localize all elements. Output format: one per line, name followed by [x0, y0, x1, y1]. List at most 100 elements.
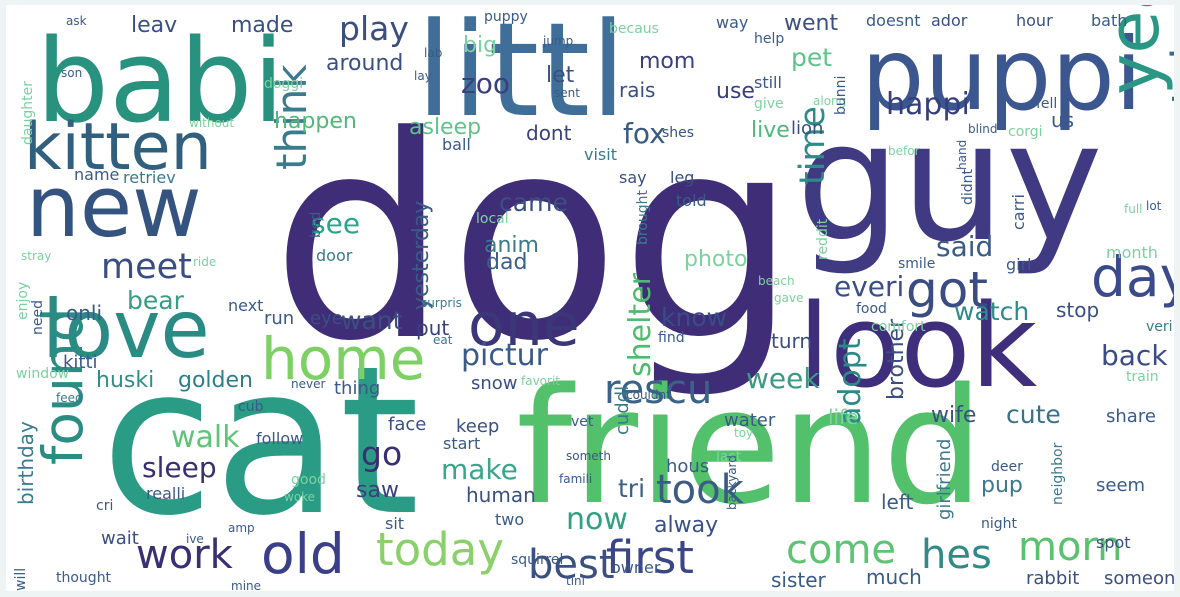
- cloud-word-happi: happi: [886, 87, 970, 122]
- word-cloud: dog cat friend guy littl babi puppi look new love…: [6, 5, 1174, 591]
- cloud-word-reddit: reddit: [815, 218, 831, 260]
- cloud-word-thing: thing: [334, 378, 381, 399]
- cloud-word-rais: rais: [619, 78, 656, 102]
- cloud-word-pup: pup: [981, 473, 1023, 498]
- cloud-word-name: name: [74, 165, 120, 184]
- cloud-word-sleep: sleep: [142, 451, 217, 484]
- cloud-word-leg: leg: [670, 168, 695, 187]
- cloud-word-love: love: [42, 283, 210, 376]
- cloud-word-kitten: kitten: [24, 110, 212, 185]
- cloud-word-woke: woke: [284, 490, 316, 504]
- cloud-word-help: help: [754, 31, 785, 47]
- cloud-word-without: without: [189, 116, 235, 130]
- cloud-word-local: local: [476, 211, 509, 227]
- cloud-word-hes: hes: [921, 532, 992, 578]
- cloud-word-put: put: [416, 316, 450, 340]
- cloud-word-friend: friend: [516, 353, 984, 540]
- cloud-word-veri: veri: [1146, 319, 1173, 335]
- cloud-word-befor: befor: [888, 144, 920, 158]
- cloud-word-dad: dad: [486, 250, 528, 275]
- cloud-word-rescu: rescu: [604, 367, 713, 413]
- cloud-word-retriev: retriev: [123, 168, 176, 187]
- cloud-word-eye: eye: [310, 308, 343, 329]
- cloud-word-kitti: kitti: [63, 352, 98, 373]
- cloud-word-look: look: [798, 280, 1038, 414]
- cloud-word-hour: hour: [1016, 11, 1053, 30]
- cloud-word-dont: dont: [526, 121, 572, 145]
- cloud-word-puppi: puppi: [861, 16, 1143, 133]
- cloud-word-walk: walk: [171, 420, 240, 455]
- cloud-word-couldnt: couldnt: [626, 388, 671, 402]
- cloud-word-dog: dog: [271, 77, 798, 403]
- cloud-word-took: took: [656, 467, 744, 513]
- cloud-word-made: made: [231, 13, 294, 38]
- cloud-word-two: two: [495, 510, 525, 529]
- cloud-word-live: live: [751, 118, 790, 143]
- cloud-word-cub: cub: [238, 399, 264, 415]
- cloud-word-girl: girl: [1006, 255, 1032, 274]
- cloud-word-neighbor: neighbor: [1050, 442, 1066, 505]
- cloud-word-saw: saw: [356, 478, 399, 503]
- cloud-word-around: around: [326, 51, 404, 76]
- cloud-word-make: make: [441, 453, 518, 486]
- cloud-word-fell: fell: [1036, 96, 1058, 112]
- cloud-word-bath: bath: [1091, 11, 1128, 30]
- cloud-word-first: first: [606, 531, 694, 584]
- cloud-word-face: face: [388, 414, 427, 435]
- cloud-word-ador: ador: [931, 11, 968, 30]
- cloud-word-anim: anim: [484, 233, 539, 258]
- cloud-word-becaus: becaus: [609, 21, 659, 37]
- cloud-word-wife: wife: [931, 403, 977, 428]
- cloud-word-realli: realli: [146, 484, 186, 503]
- cloud-word-take: take: [1162, 7, 1174, 105]
- cloud-word-enjoy: enjoy: [15, 281, 31, 320]
- cloud-word-visit: visit: [584, 145, 617, 164]
- cloud-word-one: one: [468, 290, 580, 360]
- cloud-word-full: full: [1124, 202, 1143, 216]
- cloud-word-left: left: [881, 490, 914, 514]
- cloud-word-guy: guy: [796, 86, 1103, 278]
- cloud-word-much: much: [866, 565, 922, 589]
- cloud-word-went: went: [784, 11, 839, 36]
- cloud-word-feed: feed: [56, 391, 83, 405]
- cloud-word-golden: golden: [178, 368, 253, 393]
- cloud-word-good: good: [291, 472, 326, 488]
- cloud-word-hous: hous: [666, 456, 710, 477]
- cloud-word-bunni: bunni: [833, 75, 849, 115]
- cloud-word-go: go: [361, 434, 403, 473]
- cloud-word-brought: brought: [635, 189, 651, 245]
- cloud-word-train: train: [1126, 369, 1159, 385]
- cloud-word-come: come: [786, 527, 897, 573]
- cloud-word-snow: snow: [471, 373, 518, 394]
- cloud-word-best: best: [528, 542, 615, 588]
- cloud-word-eat: eat: [433, 333, 453, 347]
- cloud-word-meet: meet: [101, 247, 192, 287]
- cloud-word-ask: ask: [66, 14, 87, 28]
- cloud-word-month: month: [1106, 243, 1158, 262]
- cloud-word-still: still: [754, 73, 782, 92]
- cloud-word-came: came: [499, 188, 568, 217]
- cloud-word-water: water: [724, 410, 776, 431]
- cloud-word-fox: fox: [623, 117, 666, 150]
- cloud-word-babi: babi: [36, 15, 285, 149]
- cloud-word-carri: carri: [1009, 194, 1028, 230]
- cloud-word-keep: keep: [456, 416, 500, 437]
- cloud-word-blind: blind: [968, 122, 998, 136]
- cloud-word-tini: tini: [566, 574, 585, 588]
- cloud-word-beach: beach: [758, 274, 795, 288]
- cloud-word-stop: stop: [1056, 298, 1100, 322]
- cloud-word-big: big: [463, 33, 498, 58]
- cloud-word-wait: wait: [101, 528, 139, 549]
- cloud-word-work: work: [136, 532, 233, 578]
- cloud-word-cute: cute: [1006, 400, 1061, 429]
- cloud-word-lab: lab: [424, 46, 443, 60]
- cloud-word-sister: sister: [771, 568, 826, 591]
- cloud-word-surpris: surpris: [421, 296, 462, 310]
- cloud-word-cri: cri: [96, 498, 114, 514]
- cloud-word-window: window: [16, 366, 70, 382]
- cloud-word-new: new: [26, 158, 202, 257]
- cloud-word-us: us: [1051, 108, 1075, 132]
- cloud-word-today: today: [376, 523, 504, 576]
- cloud-word-let: let: [546, 63, 575, 88]
- cloud-word-start: start: [443, 434, 481, 453]
